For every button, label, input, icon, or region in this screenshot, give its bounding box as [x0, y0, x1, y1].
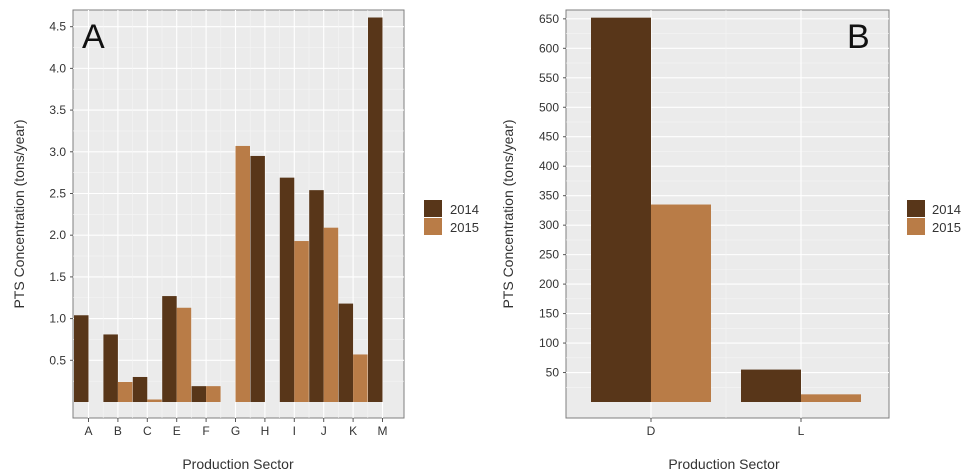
bar-D-2015 — [651, 204, 711, 402]
panel-a-bars — [74, 17, 383, 403]
panel-b: 50 100 150 200 250 300 350 400 450 500 550 600 650 D… — [500, 9, 961, 472]
panel-a-label: A — [82, 18, 105, 56]
legend-b-label-2015: 2015 — [932, 220, 961, 235]
y-tick-label: 250 — [539, 248, 559, 262]
y-tick-label: 4.0 — [49, 61, 66, 75]
legend-a-swatch-2015 — [424, 218, 442, 235]
bar-J-2015 — [323, 227, 339, 402]
bar-B-2015 — [117, 381, 133, 402]
y-tick-label: 500 — [539, 100, 559, 114]
bar-I-2015 — [294, 241, 309, 402]
y-tick-label: 300 — [539, 218, 559, 232]
bar-B-2014 — [103, 334, 118, 402]
y-tick-label: 1.5 — [49, 270, 66, 284]
legend-b-swatch-2015 — [907, 218, 925, 235]
y-tick-label: 450 — [539, 130, 559, 144]
y-tick-label: 3.5 — [49, 103, 66, 117]
y-tick-label: 650 — [539, 12, 559, 26]
panel-a-x-axis-title: Production Sector — [182, 456, 294, 472]
y-tick-label: 0.5 — [49, 353, 66, 367]
y-tick-label: 1.0 — [49, 312, 66, 326]
panel-a-y-ticks: 0.5 1.0 1.5 2.0 2.5 3.0 3.5 4.0 4.5 — [49, 20, 73, 367]
x-tick-label: D — [647, 424, 656, 438]
x-tick-label: C — [143, 424, 152, 438]
panel-a-y-axis-title: PTS Concentration (tons/year) — [11, 119, 27, 308]
bar-L-2015 — [801, 394, 861, 402]
panel-b-y-ticks: 50 100 150 200 250 300 350 400 450 500 550 600 650 — [539, 12, 566, 380]
x-tick-label: E — [173, 424, 181, 438]
bar-H-2014 — [250, 155, 265, 402]
y-tick-label: 4.5 — [49, 20, 66, 34]
bar-E-2014 — [162, 296, 177, 402]
x-tick-label: L — [798, 424, 805, 438]
y-tick-label: 50 — [546, 366, 560, 380]
y-tick-label: 600 — [539, 41, 559, 55]
y-tick-label: 400 — [539, 159, 559, 173]
bar-K-2015 — [353, 354, 368, 402]
y-tick-label: 3.0 — [49, 145, 66, 159]
legend-b-swatch-2014 — [907, 200, 925, 217]
bar-M-2014 — [368, 17, 383, 403]
x-tick-label: J — [321, 424, 327, 438]
panel-b-label: B — [847, 18, 870, 56]
y-tick-label: 550 — [539, 71, 559, 85]
bar-I-2014 — [279, 177, 295, 402]
y-tick-label: 100 — [539, 336, 559, 350]
x-tick-label: B — [114, 424, 122, 438]
panel-a-legend: 2014 2015 — [424, 200, 479, 235]
bar-C-2014 — [132, 376, 148, 402]
y-tick-label: 200 — [539, 277, 559, 291]
panel-b-y-axis-title: PTS Concentration (tons/year) — [500, 119, 516, 308]
bar-F-2014 — [191, 386, 207, 402]
y-tick-label: 2.0 — [49, 228, 66, 242]
x-tick-label: K — [349, 424, 357, 438]
bar-G-2015 — [235, 145, 250, 403]
bar-F-2015 — [206, 386, 221, 402]
bar-D-2014 — [591, 17, 651, 403]
bar-C-2015 — [147, 399, 162, 402]
y-tick-label: 2.5 — [49, 186, 66, 200]
legend-b-label-2014: 2014 — [932, 202, 961, 217]
x-tick-label: G — [231, 424, 240, 438]
bar-J-2014 — [309, 190, 324, 402]
x-tick-label: H — [261, 424, 270, 438]
bar-A-2014 — [74, 315, 89, 402]
panel-b-legend: 2014 2015 — [907, 200, 961, 235]
panel-b-bars — [591, 17, 861, 403]
bar-L-2014 — [741, 369, 801, 402]
legend-a-swatch-2014 — [424, 200, 442, 217]
y-tick-label: 350 — [539, 189, 559, 203]
panel-b-x-axis-title: Production Sector — [668, 456, 780, 472]
legend-a-label-2014: 2014 — [450, 202, 479, 217]
x-tick-label: F — [202, 424, 209, 438]
x-tick-label: M — [378, 424, 388, 438]
x-tick-label: A — [84, 424, 92, 438]
legend-a-label-2015: 2015 — [450, 220, 479, 235]
x-tick-label: I — [293, 424, 296, 438]
bar-K-2014 — [338, 303, 354, 402]
y-tick-label: 150 — [539, 307, 559, 321]
bar-E-2015 — [176, 307, 192, 402]
